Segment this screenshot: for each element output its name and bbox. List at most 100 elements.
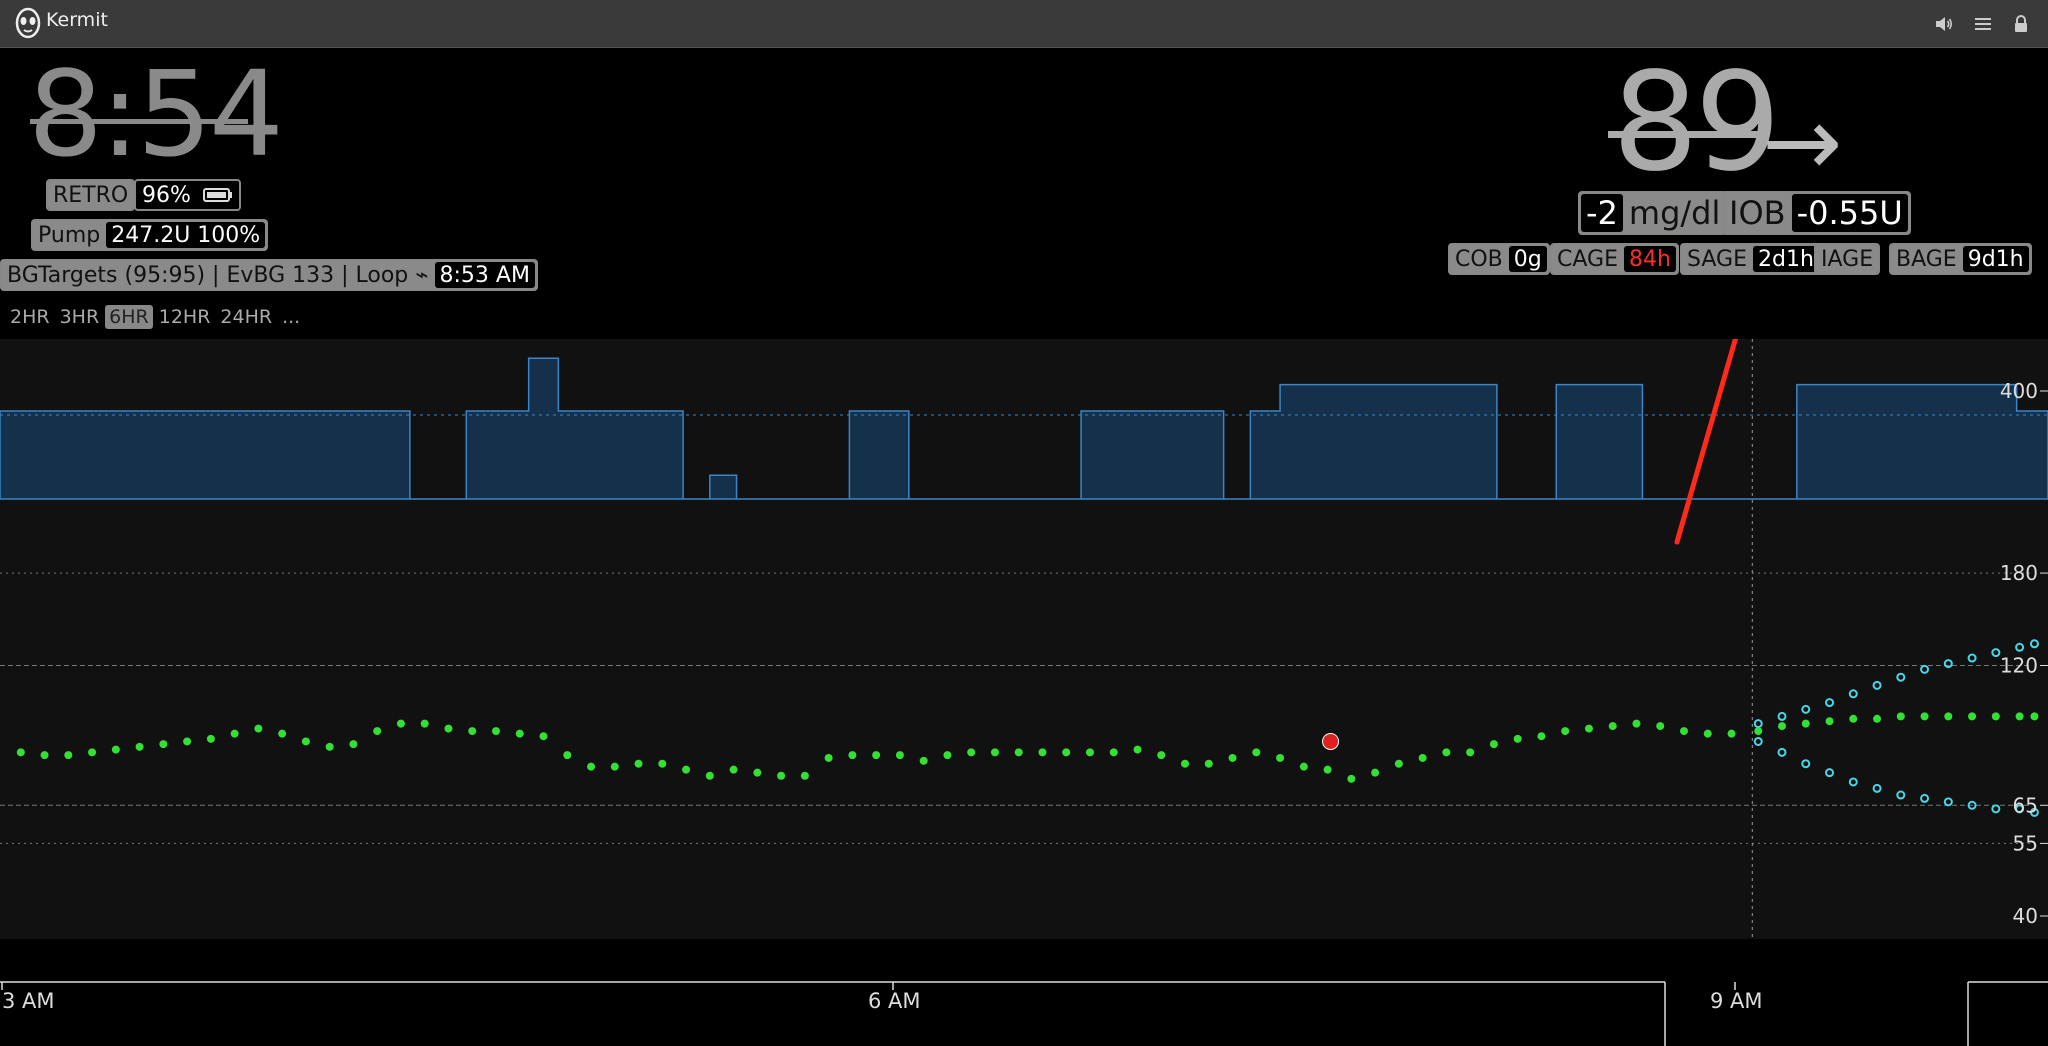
bg-point <box>1703 729 1712 738</box>
bg-point <box>420 719 429 728</box>
prediction-point <box>1896 712 1905 721</box>
bg-point <box>1466 748 1475 757</box>
cage-value: 84h <box>1623 246 1676 272</box>
speaker-icon[interactable] <box>1932 12 1956 36</box>
chart-gridlines <box>0 572 2030 844</box>
bg-point <box>1394 759 1403 768</box>
prediction-point <box>2015 804 2025 814</box>
bg-point <box>64 751 73 760</box>
bg-point <box>729 765 738 774</box>
range-3hr-button[interactable]: 3HR <box>59 306 100 328</box>
lock-icon[interactable] <box>2009 12 2033 36</box>
iob-badge[interactable]: IOB -0.55U <box>1722 191 1911 235</box>
bg-point <box>16 748 25 757</box>
prediction-point <box>1873 714 1882 723</box>
bg-point <box>919 756 928 765</box>
bg-point <box>777 771 786 780</box>
time-range-selector: 2HR 3HR 6HR 12HR 24HR... <box>6 305 306 329</box>
prediction-point <box>1920 712 1929 721</box>
cage-badge[interactable]: CAGE 84h <box>1550 243 1679 275</box>
bg-point <box>206 734 215 743</box>
x-tick-label: 9 AM <box>1710 989 1763 1013</box>
bg-point <box>1656 722 1665 731</box>
bage-badge[interactable]: BAGE 9d1h <box>1889 243 2032 275</box>
iage-badge[interactable]: IAGE <box>1814 243 1881 275</box>
prediction-point <box>1896 672 1906 682</box>
menu-icon[interactable] <box>1971 12 1995 36</box>
bg-point <box>634 759 643 768</box>
y-tick-label: 40 <box>2013 904 2038 928</box>
bg-point <box>1228 753 1237 762</box>
window-title: Kermit <box>46 9 108 31</box>
cob-badge[interactable]: COB 0g <box>1448 243 1550 275</box>
prediction-point <box>1991 804 2001 814</box>
cob-label: COB <box>1450 245 1508 273</box>
bg-point <box>587 762 596 771</box>
bg-point <box>349 740 358 749</box>
range-6hr-button[interactable]: 6HR <box>105 305 153 329</box>
bg-point <box>1347 774 1356 783</box>
bg-point <box>539 732 548 741</box>
bg-value: 89 <box>1612 44 1781 202</box>
y-tick-label: 65 <box>2013 793 2038 817</box>
clock-strikethrough <box>30 119 248 124</box>
prediction-point <box>1753 736 1763 746</box>
delta-badge: -2 mg/dl <box>1578 191 1728 235</box>
prediction-point <box>1777 711 1787 721</box>
range-2hr-button[interactable]: 2HR <box>10 306 50 328</box>
bg-point <box>1513 734 1522 743</box>
bg-point <box>111 745 120 754</box>
prediction-point <box>1943 659 1953 669</box>
range-24hr-button[interactable]: 24HR <box>220 306 273 328</box>
pump-label: Pump <box>33 221 106 249</box>
retro-badge[interactable]: RETRO <box>46 179 136 211</box>
iob-label: IOB <box>1724 193 1791 233</box>
bg-point <box>872 751 881 760</box>
delta-unit: mg/dl <box>1623 193 1726 233</box>
prediction-point <box>1778 722 1786 731</box>
pump-badge[interactable]: Pump 247.2U 100% <box>31 219 269 251</box>
bg-point <box>325 742 334 751</box>
bg-point <box>444 724 453 733</box>
prediction-point <box>1801 759 1811 769</box>
bg-chart[interactable]: 400 180 120 65 55 40 3 AM 6 AM 9 AM <box>0 339 2048 1046</box>
y-tick-label: 180 <box>2000 561 2038 585</box>
focus-axis-area <box>0 979 2048 1046</box>
bg-point <box>396 719 405 728</box>
mbg-point <box>1322 732 1340 750</box>
prediction-point <box>1967 800 1977 810</box>
x-tick-label: 3 AM <box>2 989 55 1013</box>
bg-point <box>1537 732 1546 741</box>
bg-point <box>301 737 310 746</box>
prediction-point <box>1944 712 1953 721</box>
bg-strikethrough <box>1608 131 1768 138</box>
battery-percent: 96% <box>137 182 196 208</box>
bg-point <box>468 727 477 736</box>
bg-point <box>183 737 192 746</box>
sage-label: SAGE <box>1682 245 1752 273</box>
bg-point <box>1489 740 1498 749</box>
status-header: 8:54 RETRO 96% Pump 247.2U 100% BGTarget… <box>0 49 2048 339</box>
sage-value: 2d1h <box>1752 246 1819 272</box>
prediction-point <box>1896 790 1906 800</box>
range--button[interactable]: ... <box>282 306 301 328</box>
iage-label: IAGE <box>1816 245 1879 273</box>
bg-point <box>1038 748 1047 757</box>
loop-badge[interactable]: BGTargets (95:95) | EvBG 133 | Loop ⌁ 8:… <box>0 259 538 291</box>
kermit-alien-icon <box>15 7 41 39</box>
bg-point <box>1608 722 1617 731</box>
current-time: 8:54 <box>28 45 284 183</box>
prediction-point <box>1849 714 1858 723</box>
prediction-point <box>1848 689 1858 699</box>
bg-point <box>88 748 97 757</box>
loop-status: BGTargets (95:95) | EvBG 133 | Loop ⌁ <box>2 261 434 289</box>
range-12hr-button[interactable]: 12HR <box>158 306 211 328</box>
cob-value: 0g <box>1508 246 1547 272</box>
battery-badge: 96% <box>134 179 241 211</box>
y-tick-label: 120 <box>2000 654 2038 678</box>
sage-badge[interactable]: SAGE 2d1h <box>1680 243 1822 275</box>
iob-value: -0.55U <box>1791 194 1908 232</box>
prediction-point <box>1920 793 1930 803</box>
prediction-point <box>1754 727 1763 736</box>
prediction-point <box>2015 642 2025 652</box>
